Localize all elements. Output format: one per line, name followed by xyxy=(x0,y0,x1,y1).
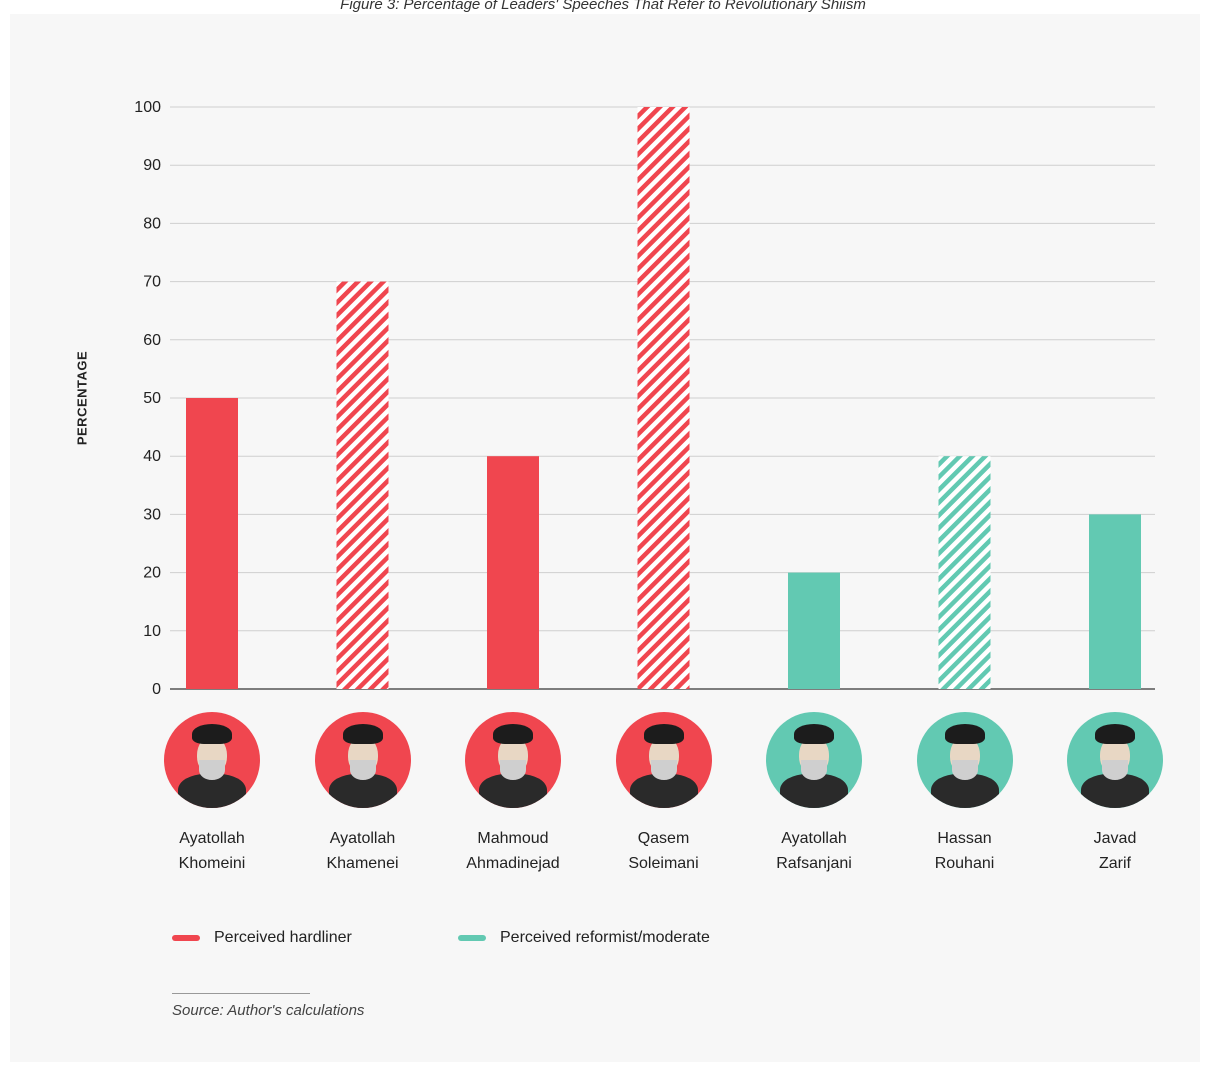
portrait-hat xyxy=(493,724,533,744)
y-tick-label: 60 xyxy=(143,332,161,349)
portrait-beard xyxy=(1102,760,1128,780)
y-axis-title: PERCENTAGE xyxy=(74,350,90,446)
y-tick-label: 10 xyxy=(143,623,161,640)
person-name: Mahmoud Ahmadinejad xyxy=(438,826,588,876)
portrait-beard xyxy=(500,760,526,780)
person-name: Ayatollah Khomeini xyxy=(137,826,287,876)
y-tick-label: 80 xyxy=(143,215,161,232)
portrait-hat xyxy=(944,724,985,744)
bar-qasem-soleimani xyxy=(637,107,690,689)
portrait-hat xyxy=(643,724,684,744)
person-5: Hassan Rouhani xyxy=(890,712,1040,876)
portrait-hat xyxy=(794,724,834,744)
y-tick-label: 20 xyxy=(143,565,161,582)
person-name-line2: Rafsanjani xyxy=(776,855,852,872)
portrait-khomeini-icon xyxy=(164,712,260,808)
person-name: Ayatollah Khamenei xyxy=(288,826,438,876)
legend-item-hardliner: Perceived hardliner xyxy=(172,926,352,950)
portrait-hat xyxy=(342,724,383,744)
person-name-line1: Hassan xyxy=(937,830,992,847)
bar-mahmoud-ahmadinejad xyxy=(487,456,539,689)
bar-ayatollah-khamenei xyxy=(336,281,389,689)
person-name-line2: Rouhani xyxy=(934,855,995,872)
y-axis-ticks: 0 10 20 30 40 50 60 70 80 90 100 xyxy=(134,99,161,698)
person-name-line1: Qasem xyxy=(637,830,690,847)
bars xyxy=(186,107,1141,689)
person-name-line1: Ayatollah xyxy=(179,830,245,847)
person-name-line2: Khamenei xyxy=(326,855,399,872)
person-name-line2: Zarif xyxy=(1099,855,1131,872)
y-tick-label: 40 xyxy=(143,448,161,465)
person-0: Ayatollah Khomeini xyxy=(137,712,287,876)
y-tick-label: 0 xyxy=(152,681,161,698)
legend-label-reformist: Perceived reformist/moderate xyxy=(500,929,710,946)
person-name: Qasem Soleimani xyxy=(589,826,739,876)
portrait-rouhani-icon xyxy=(916,712,1013,808)
portrait-rafsanjani-icon xyxy=(766,712,862,808)
person-name-line1: Ayatollah xyxy=(329,830,396,847)
person-name-line2: Soleimani xyxy=(628,855,699,872)
y-tick-label: 100 xyxy=(134,99,161,116)
portrait-khamenei-icon xyxy=(314,712,411,808)
person-2: Mahmoud Ahmadinejad xyxy=(438,712,588,876)
person-name-line1: Mahmoud xyxy=(477,830,549,847)
person-4: Ayatollah Rafsanjani xyxy=(739,712,889,876)
person-1: Ayatollah Khamenei xyxy=(288,712,438,876)
portrait-hat xyxy=(1095,724,1135,744)
legend-swatch-reformist xyxy=(458,935,486,941)
bar-ayatollah-rafsanjani xyxy=(788,572,840,689)
portrait-beard xyxy=(951,760,978,780)
bar-hassan-rouhani xyxy=(938,456,991,689)
y-tick-label: 90 xyxy=(143,157,161,174)
portrait-beard xyxy=(801,760,827,780)
person-name-line1: Javad xyxy=(1093,830,1137,847)
y-tick-label: 50 xyxy=(143,390,161,407)
portrait-ahmadinejad-icon xyxy=(465,712,561,808)
legend-label-hardliner: Perceived hardliner xyxy=(214,929,352,946)
y-tick-label: 30 xyxy=(143,506,161,523)
portrait-soleimani-icon xyxy=(615,712,712,808)
legend-item-reformist: Perceived reformist/moderate xyxy=(458,926,710,950)
bar-javad-zarif xyxy=(1089,514,1141,689)
legend-swatch-hardliner xyxy=(172,935,200,941)
person-3: Qasem Soleimani xyxy=(589,712,739,876)
portrait-hat xyxy=(192,724,232,744)
portrait-beard xyxy=(650,760,677,780)
person-6: Javad Zarif xyxy=(1040,712,1190,876)
y-tick-label: 70 xyxy=(143,274,161,291)
person-name-line1: Ayatollah xyxy=(781,830,847,847)
person-name-line2: Khomeini xyxy=(178,855,246,872)
portrait-zarif-icon xyxy=(1067,712,1163,808)
figure-title: Figure 3: Percentage of Leaders' Speeche… xyxy=(340,0,866,13)
source-note: Source: Author's calculations xyxy=(172,1002,365,1019)
person-name: Hassan Rouhani xyxy=(890,826,1040,876)
person-name: Javad Zarif xyxy=(1040,826,1190,876)
source-divider xyxy=(172,993,310,994)
portrait-beard xyxy=(349,760,376,780)
person-name: Ayatollah Rafsanjani xyxy=(739,826,889,876)
person-name-line2: Ahmadinejad xyxy=(466,855,560,872)
bar-ayatollah-khomeini xyxy=(186,398,238,689)
portrait-beard xyxy=(199,760,225,780)
